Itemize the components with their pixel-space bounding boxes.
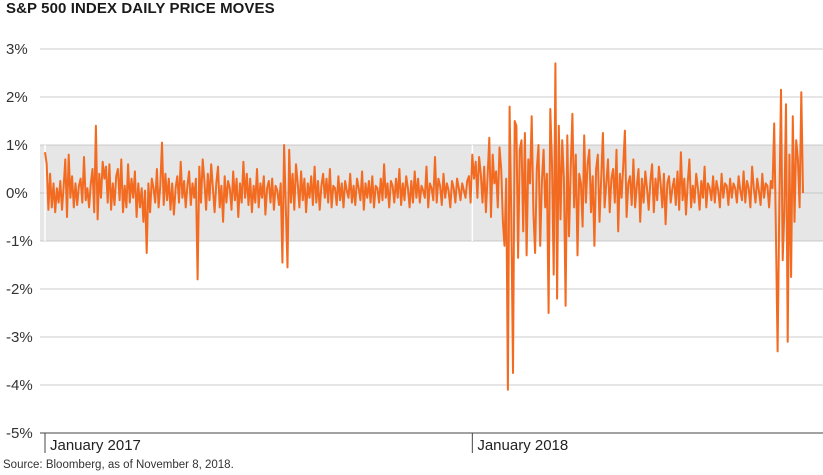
x-tick-label: January 2018 <box>477 437 568 454</box>
source-note: Source: Bloomberg, as of November 8, 201… <box>3 459 234 471</box>
x-axis: January 2017 January 2018 <box>40 145 823 454</box>
x-tick-label: January 2017 <box>50 437 141 454</box>
chart-title: S&P 500 INDEX DAILY PRICE MOVES <box>6 0 275 17</box>
series-line <box>44 62 804 391</box>
y-tick-label: 0% <box>6 185 28 202</box>
y-tick-label: 2% <box>6 89 28 106</box>
y-axis-ticks: 3% 2% 1% 0% -1% -2% -3% -4% -5% <box>6 41 33 442</box>
y-tick-label: -5% <box>6 425 33 442</box>
y-tick-label: 3% <box>6 41 28 58</box>
y-tick-label: 1% <box>6 137 28 154</box>
y-tick-label: -1% <box>6 233 33 250</box>
y-tick-label: -3% <box>6 329 33 346</box>
y-tick-label: -2% <box>6 281 33 298</box>
y-tick-label: -4% <box>6 377 33 394</box>
gridlines <box>40 48 823 434</box>
